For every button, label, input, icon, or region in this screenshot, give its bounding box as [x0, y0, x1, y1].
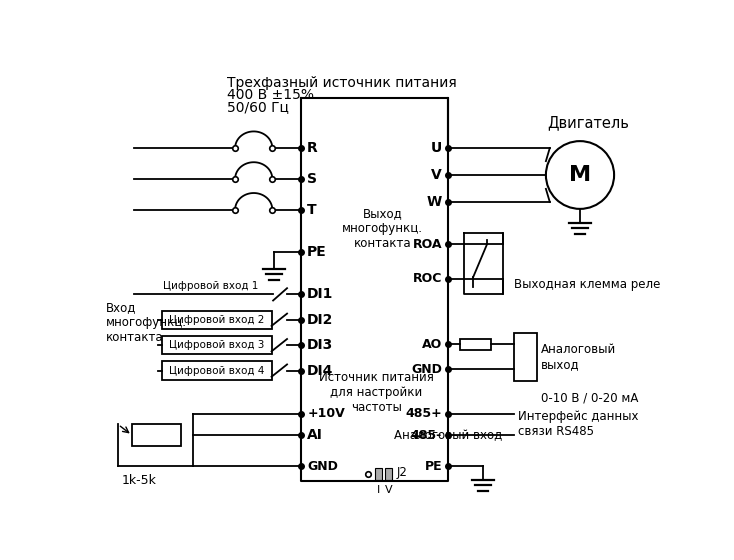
Text: 485+: 485+	[405, 407, 442, 420]
Bar	[161, 361, 272, 380]
Text: 485-: 485-	[411, 429, 442, 442]
Text: AI: AI	[308, 428, 323, 442]
Text: U: U	[431, 141, 442, 155]
Text: DI3: DI3	[308, 338, 333, 352]
Bar	[385, 468, 393, 480]
Text: 400 В ±15%: 400 В ±15%	[228, 88, 314, 102]
Text: Вход
многофункц.
контакта: Вход многофункц. контакта	[106, 301, 186, 344]
Text: Цифровой вход 1: Цифровой вход 1	[163, 281, 258, 291]
Text: DI2: DI2	[308, 312, 333, 327]
Bar	[132, 424, 181, 446]
Text: Цифровой вход 2: Цифровой вход 2	[169, 315, 264, 325]
Bar	[460, 339, 491, 350]
Text: V: V	[432, 168, 442, 182]
Bar	[374, 468, 382, 480]
Text: GND: GND	[308, 460, 338, 473]
Text: T: T	[308, 203, 317, 217]
Bar	[161, 310, 272, 329]
Text: DI4: DI4	[308, 363, 333, 377]
Text: Двигатель: Двигатель	[547, 115, 629, 130]
Text: M: M	[569, 165, 591, 185]
Text: J2: J2	[396, 466, 407, 479]
Text: Цифровой вход 4: Цифровой вход 4	[169, 366, 264, 376]
Text: +10V: +10V	[308, 407, 345, 420]
Text: DI1: DI1	[308, 287, 333, 301]
Text: 1k-5k: 1k-5k	[122, 474, 157, 487]
Text: Интерфейс данных
связи RS485: Интерфейс данных связи RS485	[518, 410, 639, 438]
Text: 50/60 Гц: 50/60 Гц	[228, 100, 289, 114]
Text: ROA: ROA	[413, 238, 442, 251]
Text: R: R	[308, 141, 318, 155]
Text: Выходная клемма реле: Выходная клемма реле	[514, 278, 661, 291]
Circle shape	[546, 141, 614, 209]
Text: ROC: ROC	[413, 273, 442, 286]
Text: AO: AO	[422, 338, 442, 351]
Text: Аналоговый вход: Аналоговый вход	[394, 429, 502, 442]
Text: S: S	[308, 172, 317, 186]
Text: 0-10 В / 0-20 мА: 0-10 В / 0-20 мА	[541, 392, 639, 405]
Text: W: W	[426, 195, 442, 209]
Bar	[161, 336, 272, 354]
Text: GND: GND	[411, 362, 442, 376]
Text: Аналоговый
выход: Аналоговый выход	[541, 343, 617, 371]
Text: Выход
многофункц.
контакта: Выход многофункц. контакта	[342, 207, 423, 250]
Text: I: I	[377, 484, 380, 494]
Text: Трехфазный источник питания: Трехфазный источник питания	[228, 76, 457, 90]
Bar	[514, 333, 537, 381]
Text: Источник питания
для настройки
частоты: Источник питания для настройки частоты	[319, 371, 434, 414]
Text: Цифровой вход 3: Цифровой вход 3	[169, 340, 264, 350]
Text: V: V	[385, 484, 393, 494]
Text: PE: PE	[308, 245, 327, 259]
Text: PE: PE	[424, 460, 442, 473]
